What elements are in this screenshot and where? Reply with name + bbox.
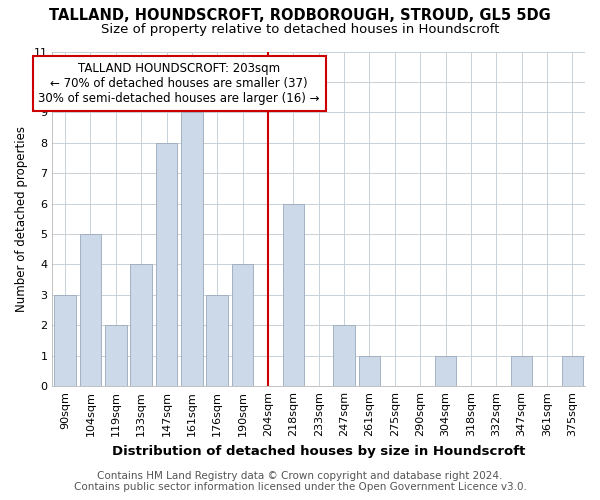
Text: TALLAND, HOUNDSCROFT, RODBOROUGH, STROUD, GL5 5DG: TALLAND, HOUNDSCROFT, RODBOROUGH, STROUD… (49, 8, 551, 22)
Bar (333, 326, 355, 386)
Bar (511, 356, 532, 386)
X-axis label: Distribution of detached houses by size in Houndscroft: Distribution of detached houses by size … (112, 444, 526, 458)
Bar (435, 356, 456, 386)
Text: TALLAND HOUNDSCROFT: 203sqm
← 70% of detached houses are smaller (37)
30% of sem: TALLAND HOUNDSCROFT: 203sqm ← 70% of det… (38, 62, 320, 105)
Bar (359, 356, 380, 386)
Bar (562, 356, 583, 386)
Bar (181, 112, 203, 386)
Bar (283, 204, 304, 386)
Text: Contains HM Land Registry data © Crown copyright and database right 2024.
Contai: Contains HM Land Registry data © Crown c… (74, 471, 526, 492)
Text: Size of property relative to detached houses in Houndscroft: Size of property relative to detached ho… (101, 22, 499, 36)
Bar (156, 143, 178, 386)
Bar (130, 264, 152, 386)
Bar (80, 234, 101, 386)
Bar (232, 264, 253, 386)
Bar (105, 326, 127, 386)
Bar (55, 295, 76, 386)
Y-axis label: Number of detached properties: Number of detached properties (15, 126, 28, 312)
Bar (206, 295, 228, 386)
